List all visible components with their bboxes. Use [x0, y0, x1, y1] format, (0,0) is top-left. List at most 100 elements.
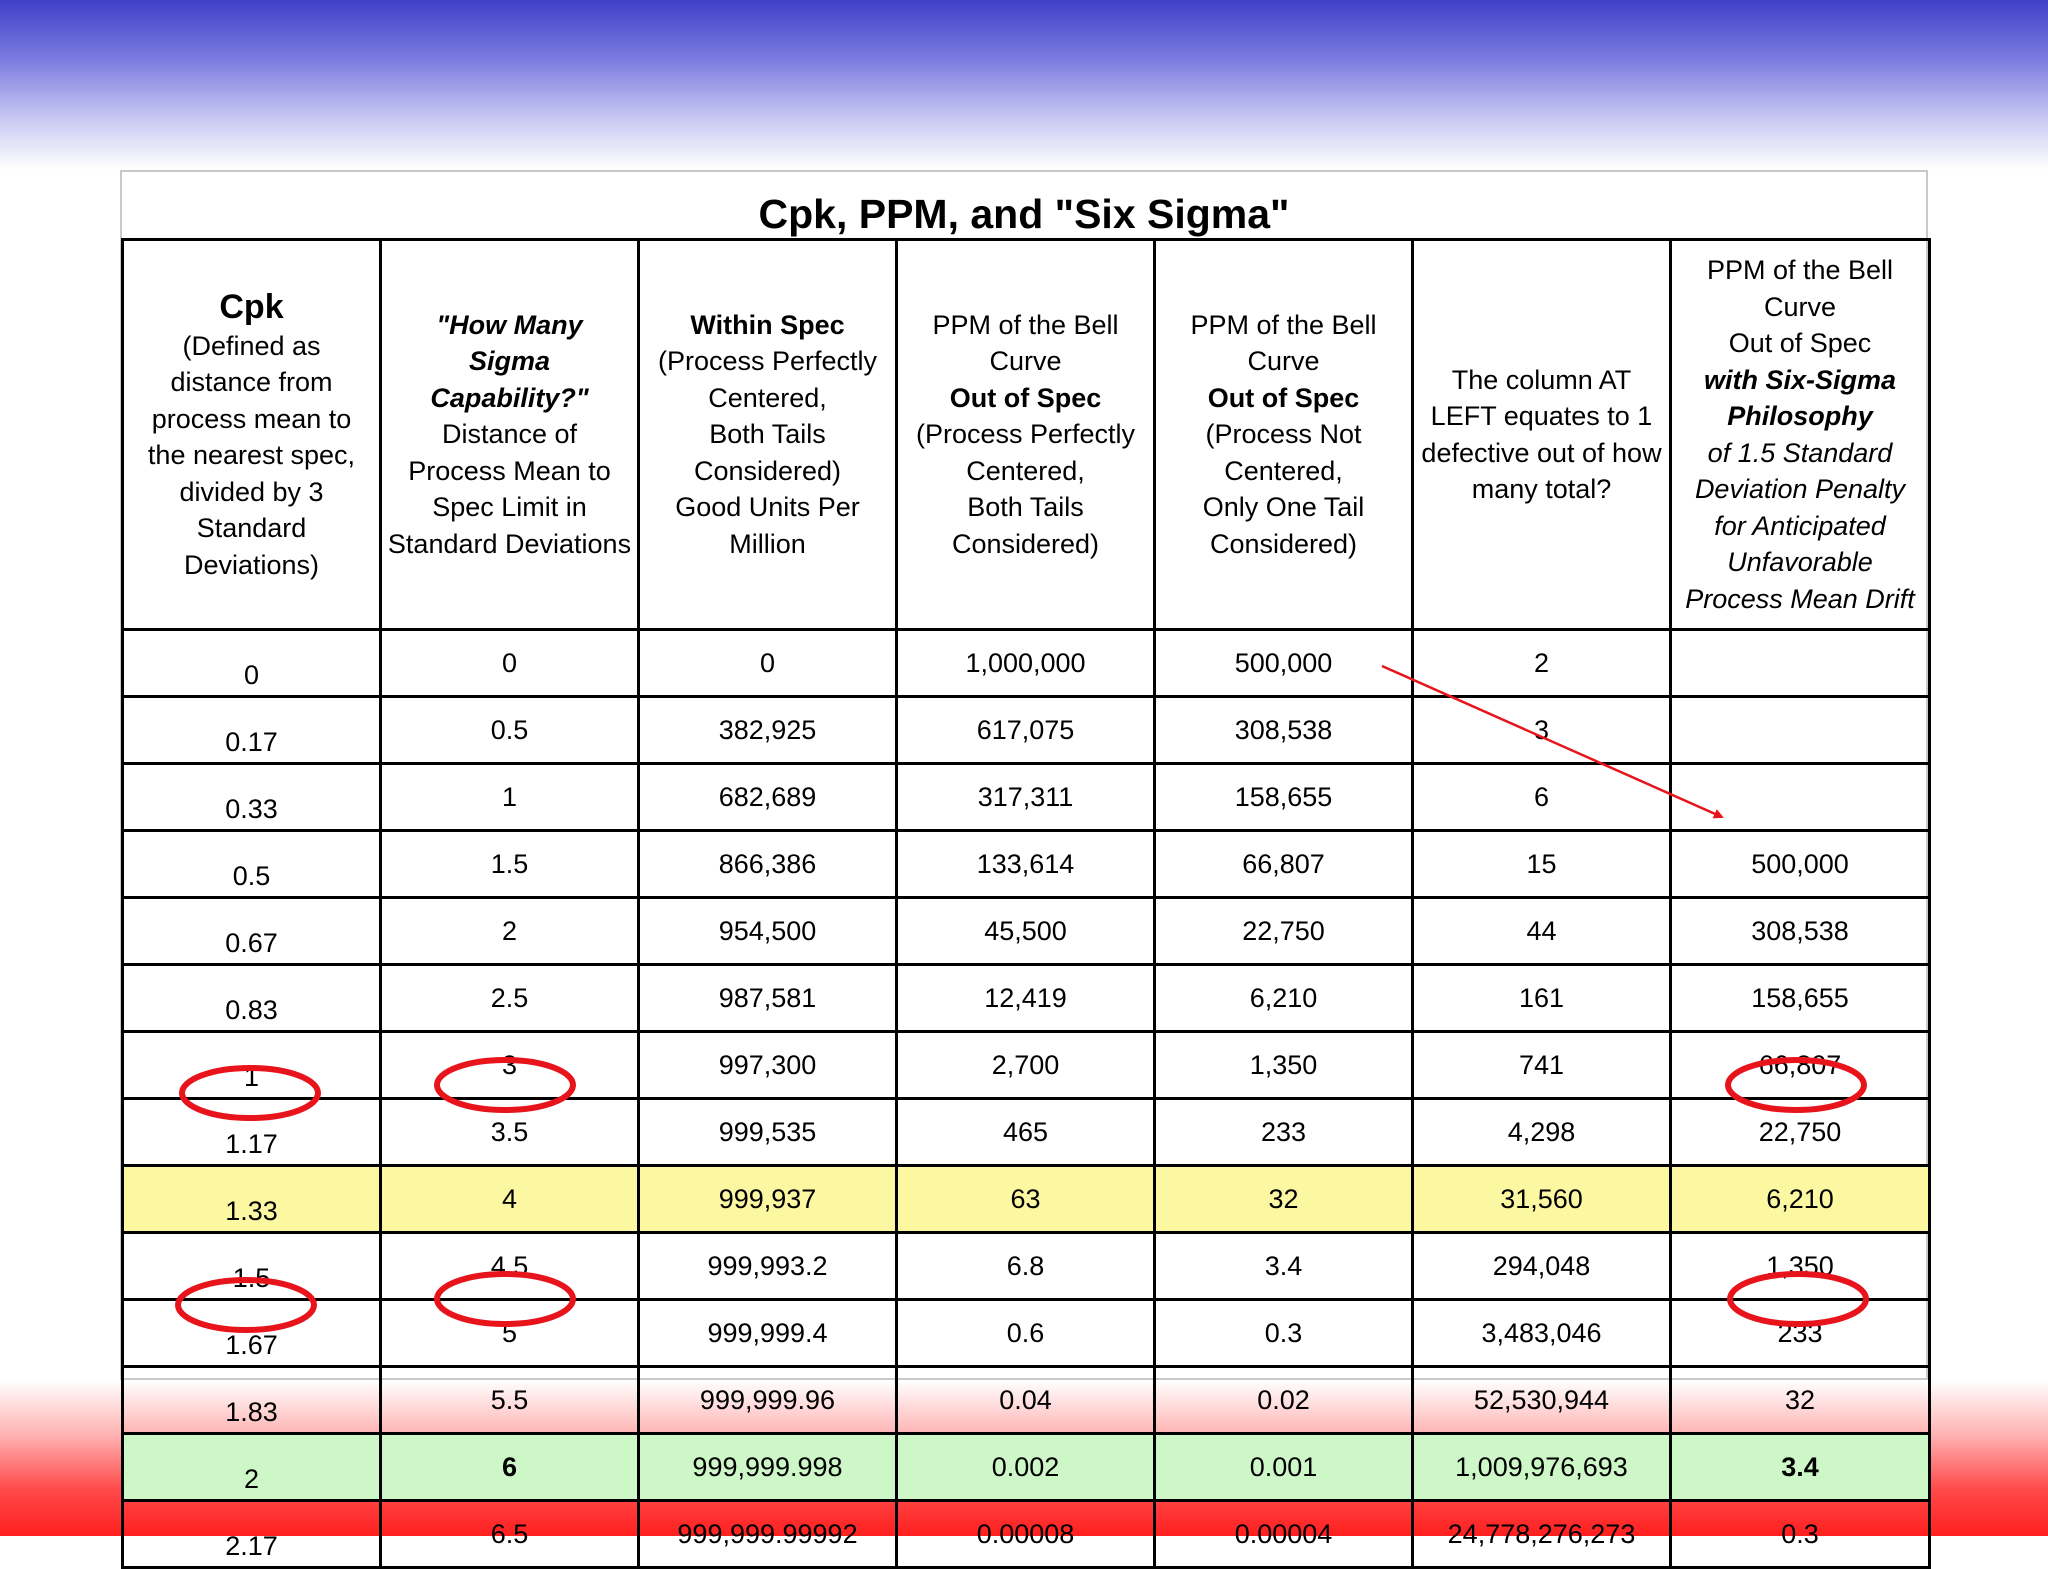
cell-six-sigma: 1,350	[1669, 1231, 1931, 1301]
cell-defective: 1,009,976,693	[1411, 1432, 1672, 1502]
cell-defective: 31,560	[1411, 1164, 1672, 1234]
cell-ppm-one: 0.00004	[1153, 1499, 1414, 1569]
cell-ppm-one: 32	[1153, 1164, 1414, 1234]
header-ppm-one-line: Considered)	[1209, 528, 1358, 559]
cell-ppm-both: 0.04	[895, 1365, 1156, 1435]
cell-defective: 3	[1411, 695, 1672, 765]
cell-sigma: 6.5	[379, 1499, 640, 1569]
header-six-sigma-italic: Deviation Penalty	[1694, 474, 1906, 504]
cell-six-sigma	[1669, 695, 1931, 765]
table-row: 0.33 1 682,689 317,311 158,655 6	[121, 762, 1931, 832]
cell-cpk: 1.5	[121, 1231, 382, 1301]
cell-cpk: 0.5	[121, 829, 382, 899]
header-within-title: Within Spec	[690, 309, 845, 340]
header-sigma-line: Standard Deviations	[387, 528, 632, 559]
cell-six-sigma: 3.4	[1669, 1432, 1931, 1502]
header-cpk-line: distance from	[170, 367, 333, 398]
header-ppm-both-line: Both Tails	[967, 492, 1084, 523]
cell-ppm-both: 465	[895, 1097, 1156, 1167]
cell-ppm-both: 133,614	[895, 829, 1156, 899]
cell-defective: 2	[1411, 628, 1672, 698]
cell-ppm-both: 12,419	[895, 963, 1156, 1033]
header-within-line: Considered)	[693, 455, 842, 486]
cell-sigma: 2.5	[379, 963, 640, 1033]
cell-defective: 741	[1411, 1030, 1672, 1100]
page-title: Cpk, PPM, and "Six Sigma"	[758, 191, 1290, 237]
cell-ppm-both: 317,311	[895, 762, 1156, 832]
cell-ppm-both: 63	[895, 1164, 1156, 1234]
header-six-sigma-bold: with Six-Sigma	[1703, 364, 1897, 395]
cell-ppm-both: 1,000,000	[895, 628, 1156, 698]
header-six-sigma-italic: for Anticipated	[1714, 510, 1886, 541]
cell-within: 999,999.99992	[637, 1499, 898, 1569]
cell-ppm-both: 0.00008	[895, 1499, 1156, 1569]
header-ppm-one-line: PPM of the Bell	[1190, 309, 1377, 340]
header-sigma-title-line: "How Many	[436, 309, 583, 340]
cell-defective: 44	[1411, 896, 1672, 966]
header-ppm-both-line: Considered)	[951, 528, 1100, 559]
cell-cpk: 1.17	[121, 1097, 382, 1167]
table-row: 1.5 4.5 999,993.2 6.8 3.4 294,048 1,350	[121, 1231, 1931, 1301]
header-within-line: Centered,	[708, 382, 827, 413]
header-ppm-one-line: Centered,	[1224, 455, 1343, 486]
cell-sigma: 0.5	[379, 695, 640, 765]
cell-six-sigma: 66,807	[1669, 1030, 1931, 1100]
cell-sigma: 1	[379, 762, 640, 832]
header-sigma-line: Distance of	[441, 419, 578, 450]
cell-within: 954,500	[637, 896, 898, 966]
cell-sigma: 0	[379, 628, 640, 698]
cell-within: 999,999.4	[637, 1298, 898, 1368]
table-row: 2.17 6.5 999,999.99992 0.00008 0.00004 2…	[121, 1499, 1931, 1569]
cell-ppm-one: 1,350	[1153, 1030, 1414, 1100]
cell-ppm-one: 308,538	[1153, 695, 1414, 765]
header-cpk: Cpk (Defined as distance from process me…	[121, 238, 382, 631]
cell-six-sigma: 500,000	[1669, 829, 1931, 899]
cell-ppm-one: 500,000	[1153, 628, 1414, 698]
cell-ppm-both: 0.002	[895, 1432, 1156, 1502]
table-row: 1 3 997,300 2,700 1,350 741 66,807	[121, 1030, 1931, 1100]
header-sigma: "How Many Sigma Capability?" Distance of…	[379, 238, 640, 631]
cell-within: 682,689	[637, 762, 898, 832]
header-ppm-one-line: Only One Tail	[1202, 492, 1365, 523]
cell-ppm-both: 0.6	[895, 1298, 1156, 1368]
cell-cpk: 2	[121, 1432, 382, 1502]
cell-within: 999,937	[637, 1164, 898, 1234]
header-six-sigma-italic: Process Mean Drift	[1685, 583, 1915, 614]
table-row: 0 0 0 1,000,000 500,000 2	[121, 628, 1931, 698]
cell-ppm-one: 0.02	[1153, 1365, 1414, 1435]
cell-cpk: 0	[121, 628, 382, 698]
header-six-sigma-italic: Unfavorable	[1727, 547, 1873, 577]
cell-defective: 24,778,276,273	[1411, 1499, 1672, 1569]
header-within-spec: Within Spec (Process Perfectly Centered,…	[637, 238, 898, 631]
cell-ppm-one: 233	[1153, 1097, 1414, 1167]
cell-six-sigma: 22,750	[1669, 1097, 1931, 1167]
header-defective-line: LEFT equates to 1	[1430, 401, 1653, 431]
cell-cpk: 1.67	[121, 1298, 382, 1368]
cell-ppm-both: 45,500	[895, 896, 1156, 966]
cell-six-sigma: 6,210	[1669, 1164, 1931, 1234]
header-ppm-both-line: Curve	[989, 346, 1062, 377]
header-six-sigma-line: PPM of the Bell	[1706, 255, 1894, 285]
header-sigma-title-line: Sigma	[468, 346, 551, 377]
table-row: 1.67 5 999,999.4 0.6 0.3 3,483,046 233	[121, 1298, 1931, 1368]
header-cpk-line: Deviations)	[183, 549, 320, 580]
cell-ppm-one: 0.001	[1153, 1432, 1414, 1502]
header-row: Cpk (Defined as distance from process me…	[121, 238, 1931, 631]
header-ppm-one-tail: PPM of the Bell Curve Out of Spec (Proce…	[1153, 238, 1414, 631]
cell-defective: 3,483,046	[1411, 1298, 1672, 1368]
cell-cpk: 1.33	[121, 1164, 382, 1234]
table-row: 1.83 5.5 999,999.96 0.04 0.02 52,530,944…	[121, 1365, 1931, 1435]
cell-sigma: 4.5	[379, 1231, 640, 1301]
cell-defective: 161	[1411, 963, 1672, 1033]
header-ppm-both-bold: Out of Spec	[949, 382, 1102, 413]
cell-sigma: 5	[379, 1298, 640, 1368]
header-cpk-line: Standard	[196, 513, 307, 544]
cell-sigma: 3.5	[379, 1097, 640, 1167]
cell-within: 0	[637, 628, 898, 698]
cell-within: 997,300	[637, 1030, 898, 1100]
header-defective-line: defective out of how	[1421, 437, 1662, 468]
cell-sigma: 3	[379, 1030, 640, 1100]
cell-six-sigma: 158,655	[1669, 963, 1931, 1033]
header-six-sigma-line: Out of Spec	[1728, 328, 1872, 358]
cell-ppm-both: 2,700	[895, 1030, 1156, 1100]
